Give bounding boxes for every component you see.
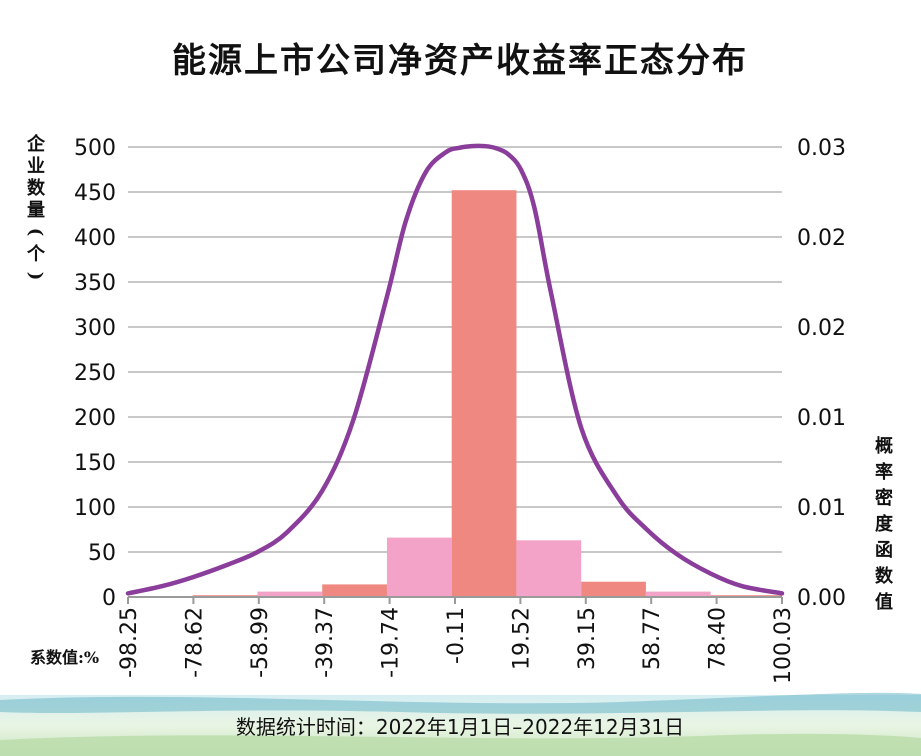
right-axis-title-char: 数 bbox=[875, 565, 894, 587]
y-left-tick-label: 350 bbox=[74, 271, 116, 296]
histogram-bar bbox=[257, 591, 323, 597]
y-left-tick-label: 300 bbox=[74, 316, 116, 341]
right-axis-title-char: 度 bbox=[875, 513, 894, 535]
x-tick-label: 19.52 bbox=[509, 607, 534, 670]
right-y-tick-labels: 0.00 0.01 0.01 0.02 0.02 0.03 bbox=[797, 136, 846, 611]
right-axis-title-char: 率 bbox=[875, 461, 893, 483]
histogram-bar bbox=[386, 537, 452, 597]
x-tick-label: 78.40 bbox=[706, 607, 731, 670]
right-axis-title-char: 函 bbox=[875, 540, 893, 561]
y-right-tick-label: 0.01 bbox=[797, 406, 846, 431]
left-axis-title-char: 量 bbox=[27, 199, 45, 221]
x-tick-label: -78.62 bbox=[182, 607, 207, 678]
x-tick-labels: -98.25 -78.62 -58.99 -39.37 -19.74 -0.11 19.52… bbox=[117, 607, 796, 684]
x-tick-label: -39.37 bbox=[313, 607, 338, 678]
left-axis-title-char: 企 bbox=[26, 133, 46, 155]
x-tick-label: 100.03 bbox=[771, 607, 796, 684]
left-axis-title-char: ) bbox=[25, 272, 46, 281]
footnote-date-range: 数据统计时间：2022年1月1日–2022年12月31日 bbox=[236, 715, 684, 739]
histogram-bar bbox=[645, 591, 711, 597]
density-curve-layer bbox=[125, 143, 785, 596]
y-left-tick-label: 200 bbox=[74, 406, 116, 431]
histogram-bar bbox=[581, 581, 646, 597]
y-left-tick-label: 50 bbox=[88, 541, 116, 566]
y-right-tick-label: 0.00 bbox=[797, 586, 846, 611]
x-tick-label: -0.11 bbox=[444, 607, 469, 664]
y-left-tick-label: 150 bbox=[74, 451, 116, 476]
y-right-tick-label: 0.01 bbox=[797, 496, 846, 521]
density-curve bbox=[125, 143, 785, 596]
y-right-tick-label: 0.02 bbox=[797, 316, 846, 341]
x-tick-label: 39.15 bbox=[575, 607, 600, 670]
histogram-bars bbox=[128, 190, 782, 597]
histogram-bar bbox=[322, 584, 387, 597]
left-axis-title-char: 数 bbox=[27, 177, 46, 199]
y-left-tick-label: 100 bbox=[74, 496, 116, 521]
y-left-tick-label: 0 bbox=[102, 586, 116, 611]
left-axis-title-char: 业 bbox=[27, 156, 45, 177]
left-axis-title-char: 个 bbox=[26, 243, 46, 265]
left-y-tick-labels: 0 50 100 150 200 250 300 350 400 450 500 bbox=[74, 136, 116, 611]
footer-wave-decoration bbox=[0, 692, 921, 714]
y-left-tick-label: 400 bbox=[74, 226, 116, 251]
x-tick-label: -19.74 bbox=[379, 607, 404, 678]
x-tick-label: 58.77 bbox=[640, 607, 665, 670]
histogram-bar bbox=[451, 190, 517, 597]
left-axis-title-char: ( bbox=[25, 228, 46, 237]
right-axis-title-char: 值 bbox=[875, 591, 893, 613]
x-unit-label: 系数值:% bbox=[30, 648, 99, 667]
y-left-tick-label: 500 bbox=[74, 136, 116, 161]
histogram-bar bbox=[516, 540, 582, 597]
right-axis-title-char: 密 bbox=[875, 487, 893, 509]
chart-title: 能源上市公司净资产收益率正态分布 bbox=[172, 41, 748, 81]
y-left-tick-label: 250 bbox=[74, 361, 116, 386]
footer-hill-decoration bbox=[0, 733, 921, 756]
right-axis-title-char: 概 bbox=[875, 435, 893, 457]
y-left-tick-label: 450 bbox=[74, 181, 116, 206]
y-right-tick-label: 0.03 bbox=[797, 136, 846, 161]
x-tick-label: -58.99 bbox=[248, 607, 273, 678]
x-tick-label: -98.25 bbox=[117, 607, 142, 678]
axes bbox=[127, 596, 783, 604]
y-right-tick-label: 0.02 bbox=[797, 226, 846, 251]
